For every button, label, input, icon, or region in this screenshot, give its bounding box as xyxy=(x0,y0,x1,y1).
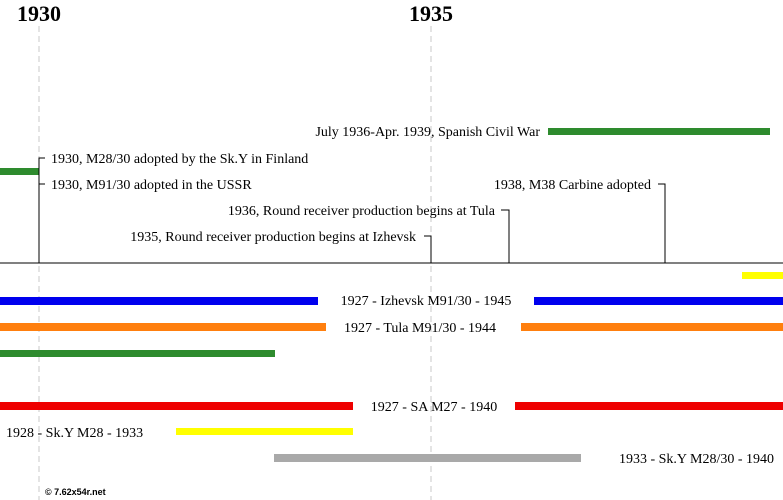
event-label-m38-carbine: 1938, M38 Carbine adopted xyxy=(494,178,651,193)
bar-izhevsk-right xyxy=(534,297,783,305)
event-label-m91-30-ussr: 1930, M91/30 adopted in the USSR xyxy=(51,178,252,193)
bar-izhevsk-left xyxy=(0,297,318,305)
leader-izhevsk xyxy=(424,235,432,263)
event-label-tula-round: 1936, Round receiver production begins a… xyxy=(228,204,496,219)
label-sa-m27: 1927 - SA M27 - 1940 xyxy=(371,400,497,415)
bar-green-lower xyxy=(0,350,275,357)
year-label-1935: 1935 xyxy=(409,1,453,26)
year-label-1930: 1930 xyxy=(17,1,61,26)
copyright-credit: © 7.62x54r.net xyxy=(45,487,106,497)
event-bar-spanish-civil-war xyxy=(548,128,770,135)
event-bar-m28-30-adoption xyxy=(0,168,39,175)
bar-sa-m27-left xyxy=(0,402,353,410)
bar-sa-m27-right xyxy=(515,402,783,410)
event-label-m28-30-finland: 1930, M28/30 adopted by the Sk.Y in Finl… xyxy=(51,152,308,167)
bar-yellow-top-right xyxy=(742,272,783,279)
label-sky-m28-30: 1933 - Sk.Y M28/30 - 1940 xyxy=(619,452,774,467)
label-tula-m91-30: 1927 - Tula M91/30 - 1944 xyxy=(344,321,496,336)
event-label-spanish-civil-war: July 1936-Apr. 1939, Spanish Civil War xyxy=(315,125,540,140)
bar-tula-left xyxy=(0,323,326,331)
leader-m38 xyxy=(658,183,666,263)
leader-m28-30 xyxy=(38,157,45,263)
event-label-izhevsk-round: 1935, Round receiver production begins a… xyxy=(130,230,416,245)
bar-sky-m28 xyxy=(176,428,353,435)
bar-tula-right xyxy=(521,323,783,331)
label-sky-m28: 1928 - Sk.Y M28 - 1933 xyxy=(6,426,143,441)
leader-tula xyxy=(501,209,510,263)
bar-sky-m28-30 xyxy=(274,454,581,462)
label-izhevsk-m91-30: 1927 - Izhevsk M91/30 - 1945 xyxy=(341,294,512,309)
